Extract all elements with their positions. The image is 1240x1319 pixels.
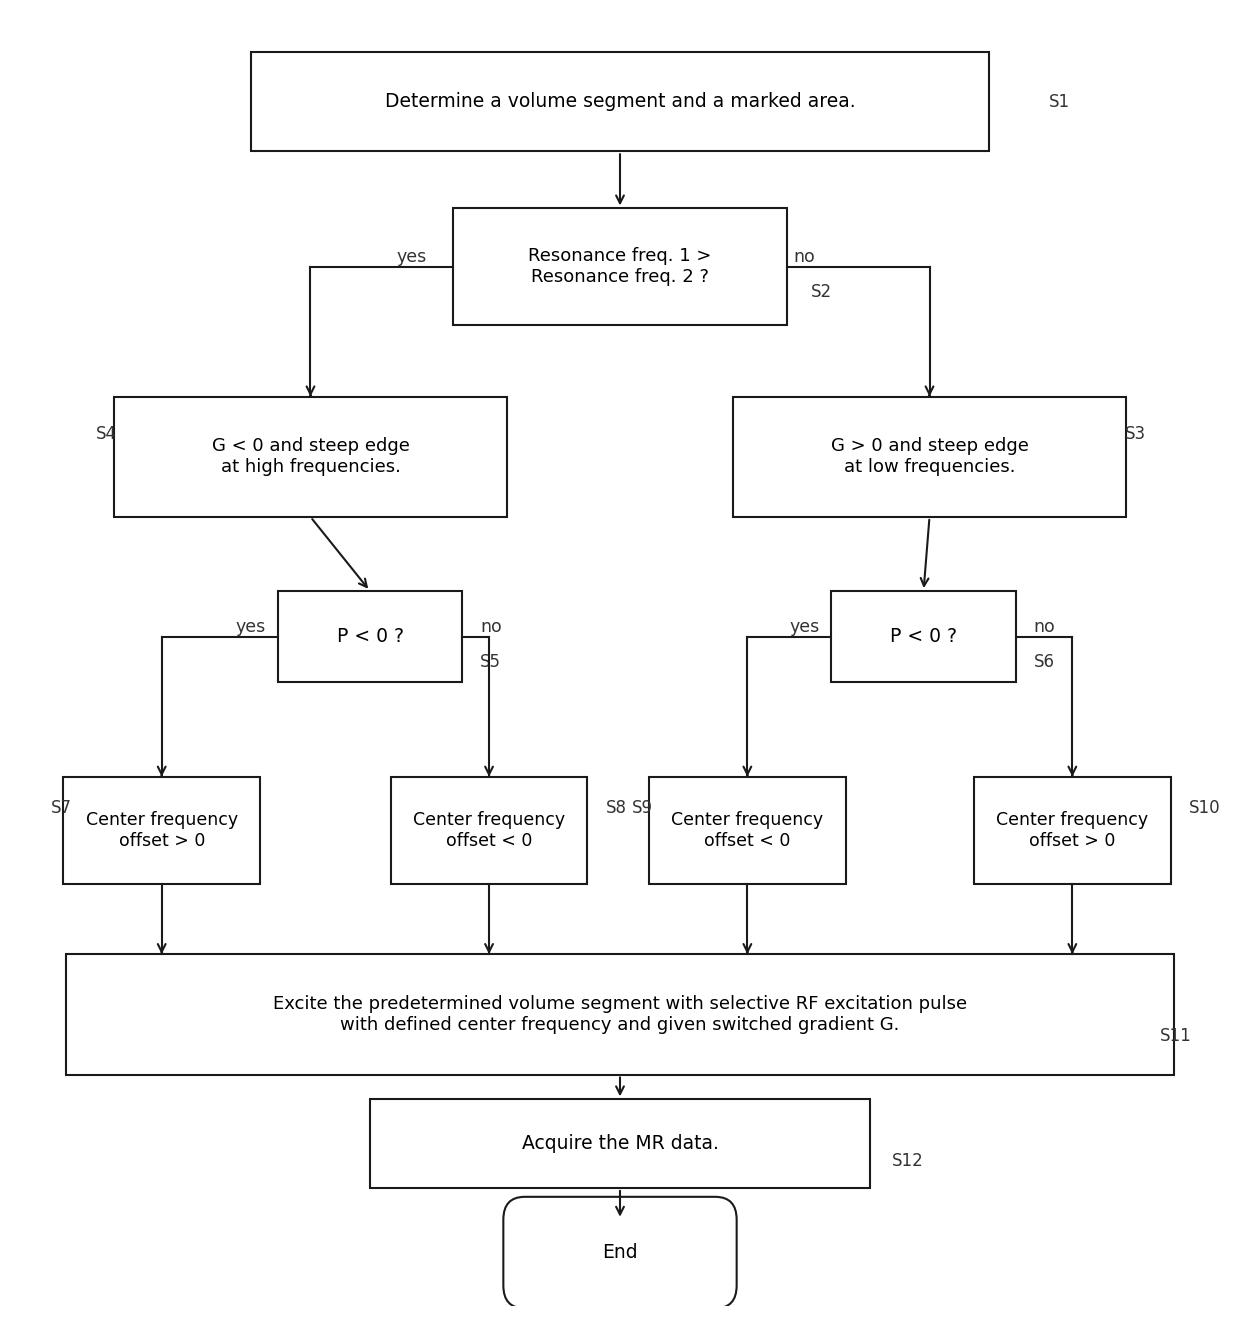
Bar [114,397,507,517]
FancyBboxPatch shape [503,1196,737,1308]
Bar [831,591,1016,682]
Text: Excite the predetermined volume segment with selective RF excitation pulse
with : Excite the predetermined volume segment … [273,995,967,1034]
Text: S10: S10 [1189,799,1220,816]
Bar [975,777,1171,885]
Text: S5: S5 [480,653,501,671]
Text: P < 0 ?: P < 0 ? [336,628,403,646]
Text: S4: S4 [97,425,118,443]
Text: End: End [603,1242,637,1262]
Bar [650,777,846,885]
Text: S8: S8 [605,799,626,816]
Text: S6: S6 [1034,653,1055,671]
Text: Center frequency
offset > 0: Center frequency offset > 0 [996,811,1148,849]
Text: no: no [794,248,816,265]
Text: Resonance freq. 1 >
Resonance freq. 2 ?: Resonance freq. 1 > Resonance freq. 2 ? [528,247,712,286]
Text: Center frequency
offset > 0: Center frequency offset > 0 [86,811,238,849]
Text: no: no [1033,617,1055,636]
Bar [67,954,1173,1075]
Bar [454,208,786,324]
Bar [733,397,1126,517]
Text: S11: S11 [1159,1028,1192,1045]
Text: G > 0 and steep edge
at low frequencies.: G > 0 and steep edge at low frequencies. [831,438,1028,476]
Text: Acquire the MR data.: Acquire the MR data. [522,1134,718,1153]
Text: no: no [481,617,502,636]
Text: S3: S3 [1125,425,1146,443]
Text: G < 0 and steep edge
at high frequencies.: G < 0 and steep edge at high frequencies… [212,438,409,476]
Text: Center frequency
offset < 0: Center frequency offset < 0 [413,811,565,849]
Text: S9: S9 [632,799,653,816]
Text: yes: yes [790,617,820,636]
Text: Determine a volume segment and a marked area.: Determine a volume segment and a marked … [384,92,856,111]
Bar [250,53,990,152]
Text: S12: S12 [892,1153,923,1170]
Text: S7: S7 [51,799,72,816]
Text: yes: yes [397,248,427,265]
Text: P < 0 ?: P < 0 ? [890,628,957,646]
Text: S2: S2 [811,284,832,301]
Bar [370,1099,870,1188]
Bar [391,777,588,885]
Text: yes: yes [236,617,265,636]
Bar [63,777,260,885]
Bar [278,591,463,682]
Text: S1: S1 [1049,92,1070,111]
Text: Center frequency
offset < 0: Center frequency offset < 0 [671,811,823,849]
